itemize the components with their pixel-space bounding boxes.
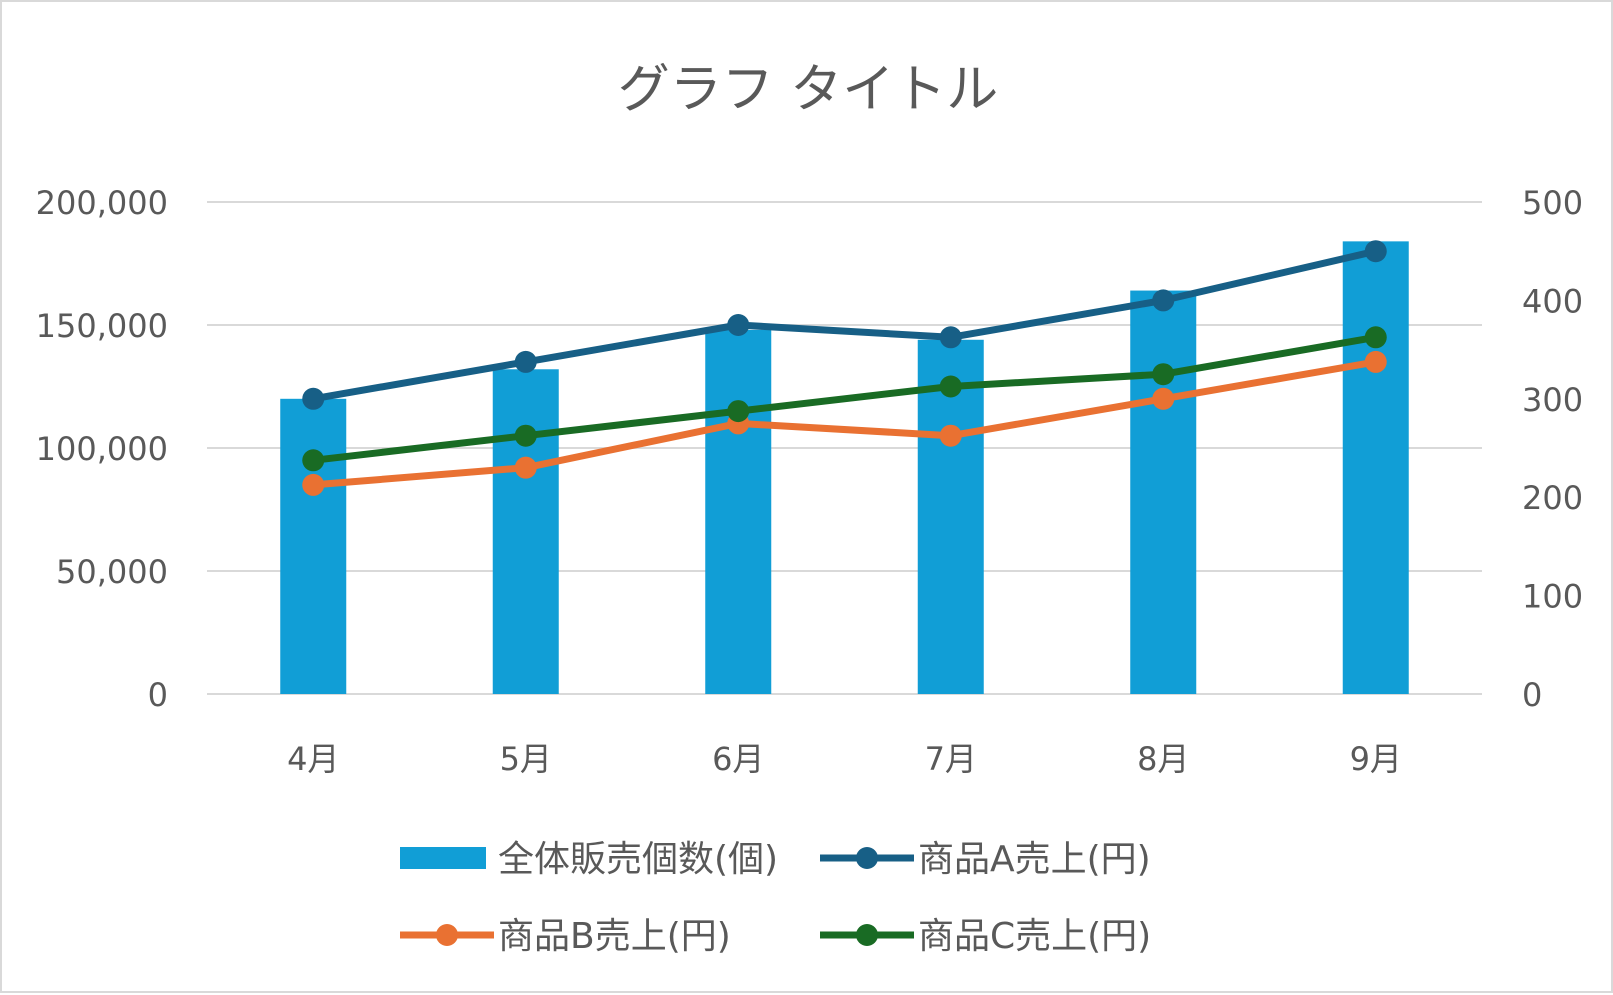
data-point xyxy=(1364,240,1387,263)
data-point xyxy=(514,456,537,479)
category-label: 8月 xyxy=(1137,740,1189,778)
secondary-tick-label: 200 xyxy=(1522,479,1583,517)
legend-label: 商品B売上(円) xyxy=(498,916,731,957)
data-point xyxy=(1364,350,1387,373)
data-point xyxy=(939,326,962,349)
legend-swatch xyxy=(400,847,486,869)
legend-label: 商品C売上(円) xyxy=(918,916,1151,957)
bar xyxy=(917,339,984,694)
secondary-tick-label: 100 xyxy=(1522,578,1583,616)
data-point xyxy=(514,350,537,373)
primary-tick-label: 100,000 xyxy=(36,430,168,468)
secondary-tick-label: 400 xyxy=(1522,282,1583,320)
bar xyxy=(1130,290,1197,694)
data-point xyxy=(1364,326,1387,349)
data-point xyxy=(1152,387,1175,410)
data-point xyxy=(302,449,325,472)
category-label: 5月 xyxy=(500,740,552,778)
bar xyxy=(1342,241,1409,695)
chart-title[interactable]: グラフ タイトル xyxy=(618,60,999,120)
primary-tick-label: 150,000 xyxy=(36,307,168,345)
category-label: 4月 xyxy=(287,740,339,778)
series-line xyxy=(312,358,1377,489)
legend-label: 全体販売個数(個) xyxy=(498,839,778,880)
primary-tick-label: 0 xyxy=(148,676,168,714)
bar xyxy=(705,329,772,694)
secondary-tick-label: 0 xyxy=(1522,676,1542,714)
legend-label: 商品A売上(円) xyxy=(918,839,1151,880)
data-point xyxy=(939,375,962,398)
data-point xyxy=(727,314,750,336)
series-line xyxy=(312,247,1377,403)
category-label: 7月 xyxy=(925,740,977,778)
category-label: 9月 xyxy=(1350,740,1402,778)
secondary-tick-label: 500 xyxy=(1522,184,1583,222)
legend-marker xyxy=(856,924,878,946)
legend-marker xyxy=(436,924,458,946)
primary-tick-label: 50,000 xyxy=(56,553,168,591)
data-point xyxy=(727,400,750,423)
category-label: 6月 xyxy=(712,740,764,778)
data-point xyxy=(514,424,537,447)
data-point xyxy=(302,387,325,410)
series-line xyxy=(312,333,1377,464)
legend-marker xyxy=(856,847,878,869)
bar xyxy=(280,398,347,694)
primary-tick-label: 200,000 xyxy=(36,184,168,222)
data-point xyxy=(939,424,962,447)
data-point xyxy=(302,473,325,496)
data-point xyxy=(1152,363,1175,386)
data-point xyxy=(1152,289,1175,312)
secondary-tick-label: 300 xyxy=(1522,381,1583,419)
bar xyxy=(492,369,559,694)
